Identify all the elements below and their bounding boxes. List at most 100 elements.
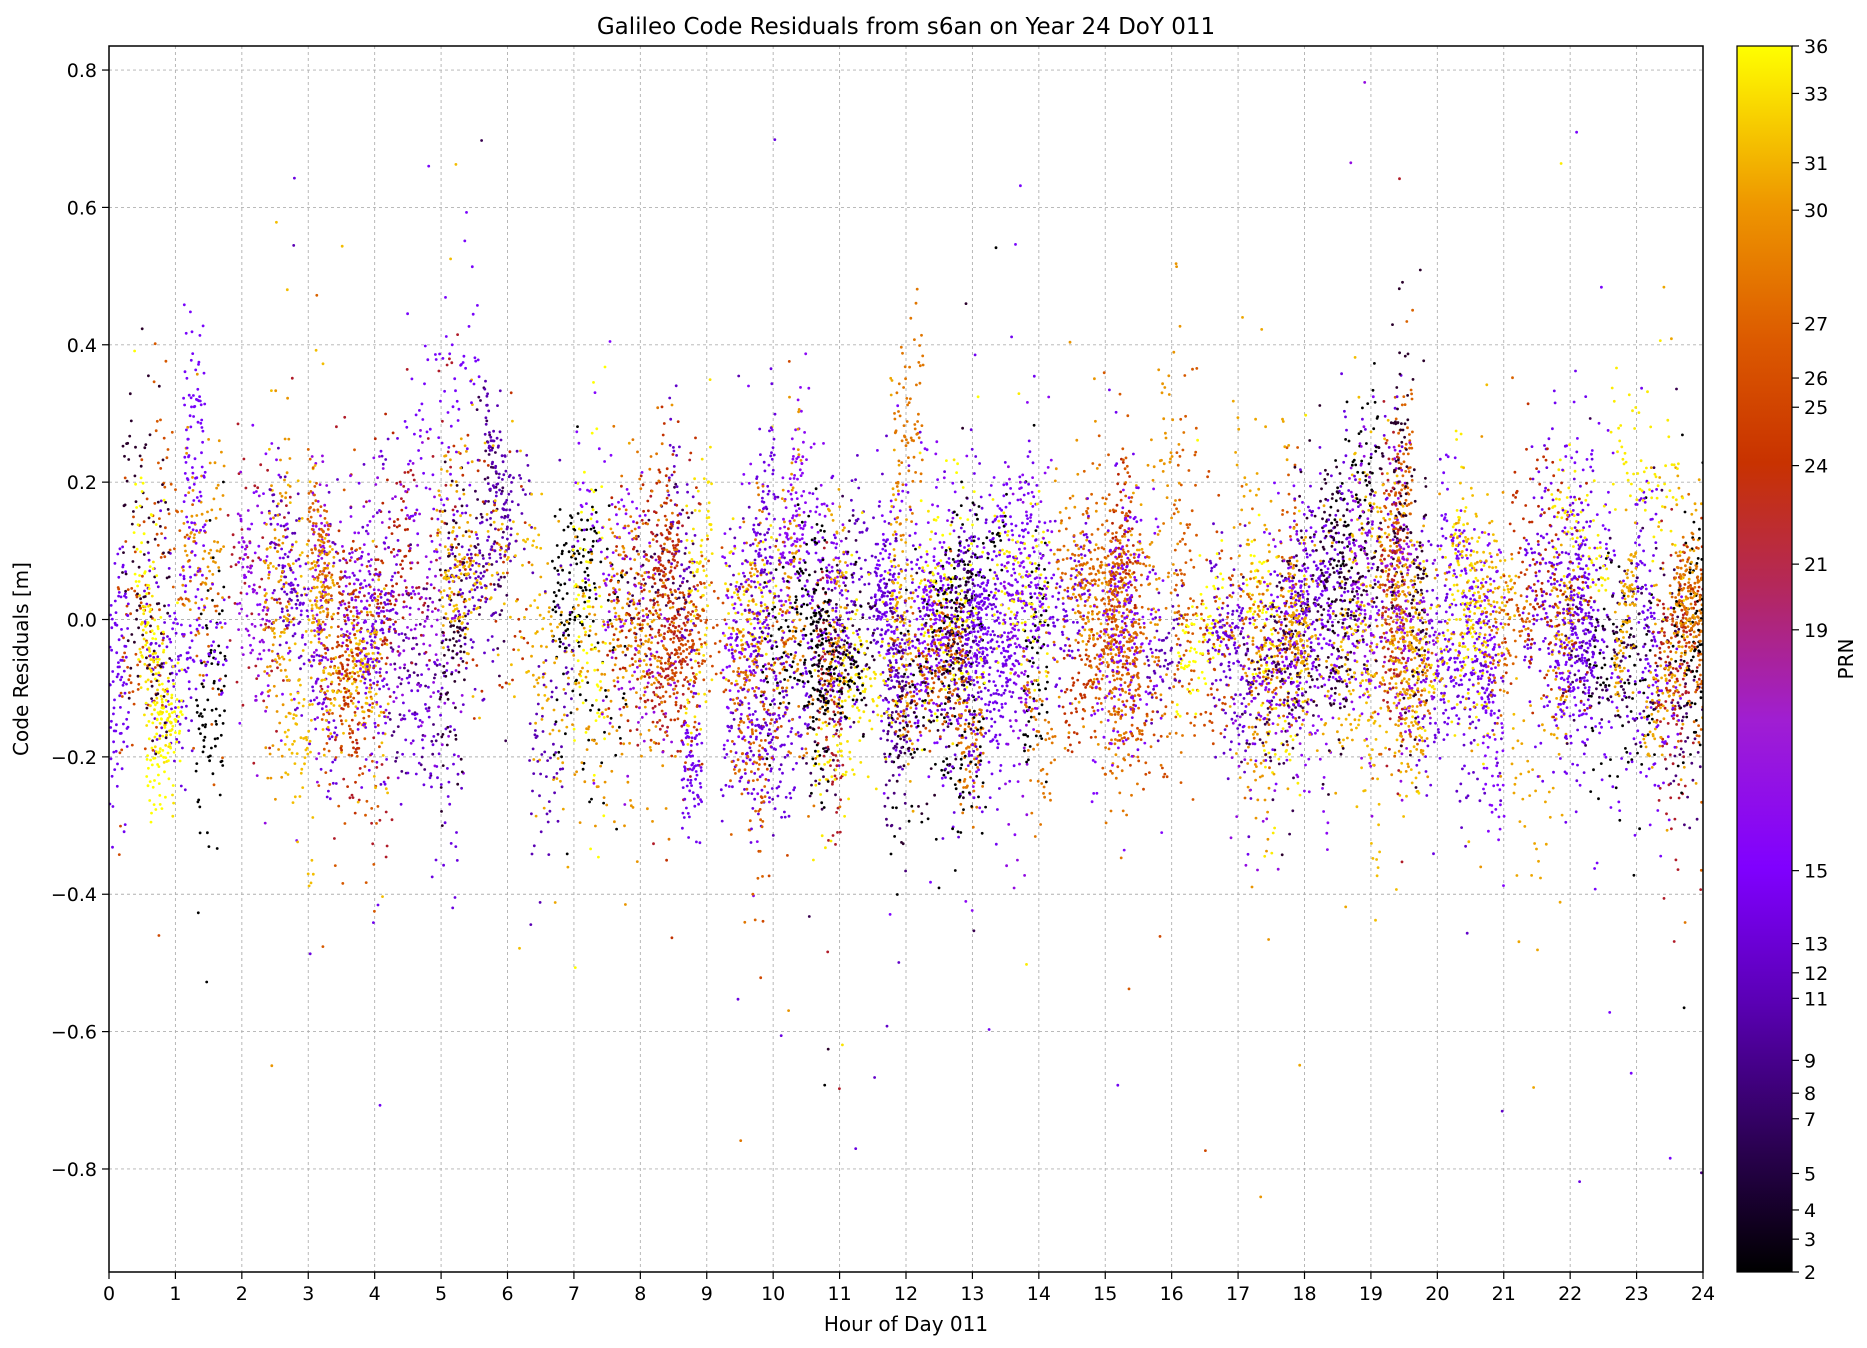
scatter-point <box>643 705 647 709</box>
scatter-point <box>208 569 212 573</box>
scatter-point <box>244 486 248 490</box>
scatter-point <box>283 743 287 746</box>
scatter-point <box>834 754 838 757</box>
scatter-point <box>1160 391 1164 395</box>
scatter-point <box>253 484 257 488</box>
scatter-point <box>1149 621 1153 624</box>
scatter-point <box>832 710 836 714</box>
scatter-point <box>972 789 976 793</box>
scatter-point <box>492 429 495 433</box>
scatter-point <box>1035 567 1039 570</box>
scatter-point <box>1402 539 1406 543</box>
scatter-point <box>1073 505 1077 509</box>
scatter-point <box>835 729 839 732</box>
scatter-point <box>417 761 421 765</box>
scatter-point <box>383 615 386 618</box>
scatter-point <box>1305 680 1308 684</box>
scatter-point <box>1177 443 1181 446</box>
scatter-point <box>1251 639 1255 643</box>
scatter-point <box>127 691 131 694</box>
scatter-point <box>249 643 252 647</box>
scatter-point <box>1678 753 1682 756</box>
scatter-point <box>1206 649 1210 653</box>
scatter-point <box>1002 671 1005 674</box>
scatter-point <box>433 673 437 676</box>
scatter-point <box>1518 820 1522 823</box>
scatter-point <box>661 724 664 728</box>
scatter-point <box>268 570 271 574</box>
scatter-point <box>309 699 313 703</box>
scatter-point <box>1662 606 1666 610</box>
scatter-point <box>1652 466 1656 469</box>
scatter-point <box>1457 557 1460 560</box>
scatter-point <box>689 658 693 662</box>
scatter-point <box>1301 718 1305 722</box>
scatter-point <box>818 513 822 516</box>
scatter-point <box>759 679 763 682</box>
scatter-point <box>894 532 898 536</box>
scatter-point <box>972 720 975 724</box>
scatter-point <box>1674 858 1678 862</box>
scatter-point <box>1116 665 1120 669</box>
scatter-point <box>285 522 289 526</box>
scatter-point <box>366 613 369 617</box>
scatter-point <box>1655 488 1658 491</box>
scatter-point <box>1534 789 1537 793</box>
scatter-point <box>120 748 124 752</box>
scatter-point <box>431 752 435 756</box>
scatter-point <box>455 831 458 834</box>
scatter-point <box>1526 617 1529 620</box>
scatter-point <box>1019 541 1023 544</box>
scatter-point <box>493 540 497 544</box>
scatter-point <box>483 387 487 391</box>
scatter-point <box>1446 455 1450 459</box>
scatter-point <box>1590 449 1594 452</box>
scatter-point <box>1264 765 1267 769</box>
scatter-point <box>663 632 666 635</box>
scatter-point <box>734 611 738 615</box>
scatter-point <box>994 597 998 601</box>
scatter-point <box>326 607 330 611</box>
scatter-point <box>408 675 411 679</box>
scatter-point <box>958 544 962 547</box>
scatter-point <box>1670 701 1674 704</box>
scatter-point <box>704 557 707 561</box>
scatter-point <box>1627 681 1631 685</box>
scatter-point <box>1455 554 1459 558</box>
scatter-point <box>1273 753 1277 756</box>
scatter-point <box>321 655 325 659</box>
scatter-point <box>1237 733 1241 737</box>
scatter-point <box>1646 733 1650 737</box>
scatter-point <box>277 473 281 477</box>
scatter-point <box>1247 702 1251 706</box>
scatter-point <box>825 735 828 739</box>
scatter-point <box>331 541 335 544</box>
scatter-point <box>429 772 433 775</box>
scatter-point <box>1210 569 1213 573</box>
scatter-point <box>327 490 331 494</box>
scatter-point <box>985 613 988 617</box>
scatter-point <box>484 379 487 383</box>
scatter-point <box>1121 700 1125 703</box>
scatter-point <box>853 702 857 706</box>
scatter-point <box>821 655 824 659</box>
scatter-point <box>1493 712 1496 715</box>
scatter-point <box>1459 782 1463 786</box>
scatter-point <box>560 755 563 759</box>
scatter-point <box>666 667 670 670</box>
scatter-point <box>1247 725 1251 729</box>
scatter-point <box>1465 620 1469 624</box>
scatter-point <box>694 652 698 655</box>
scatter-point <box>1028 659 1032 663</box>
scatter-point <box>856 633 860 636</box>
scatter-point <box>1506 691 1509 695</box>
scatter-point <box>1621 724 1624 728</box>
scatter-point <box>945 601 948 605</box>
scatter-point <box>689 731 693 735</box>
scatter-point <box>1595 664 1598 668</box>
scatter-point <box>1399 621 1403 624</box>
scatter-point <box>236 602 239 606</box>
scatter-point <box>1202 619 1206 622</box>
scatter-point <box>1460 592 1464 595</box>
scatter-point <box>1493 694 1497 697</box>
